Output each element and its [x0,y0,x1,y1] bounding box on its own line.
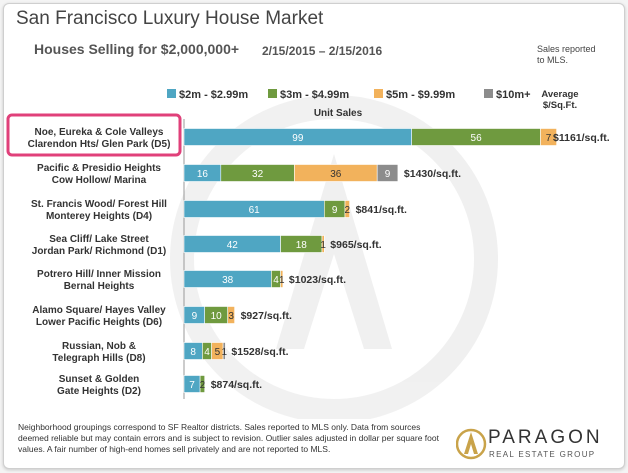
bar-segment-7-1 [199,375,206,393]
category-label-3-line-2: Jordan Park/ Richmond (D1) [32,246,166,257]
category-label-5-line-2: Lower Pacific Heights (D6) [36,317,162,328]
legend-swatch-2 [374,89,383,98]
category-label-0-line-1: Noe, Eureka & Cole Valleys [35,127,164,138]
paragon-logo-icon [456,428,487,460]
sales-note: Sales reported to MLS. [537,44,596,65]
category-label-6-line-2: Telegraph Hills (D8) [52,353,145,364]
legend-label-2: $5m - $9.99m [386,89,455,101]
bar-label-4-2: 1 [279,275,285,286]
avg-value-4: $1023/sq.ft. [289,274,346,286]
legend-label-3: $10m+ [496,89,531,101]
avg-value-1: $1430/sq.ft. [404,168,461,180]
legend-swatch-0 [167,89,176,98]
category-label-1-line-2: Cow Hollow/ Marina [52,175,147,186]
bar-label-6-3: 1 [221,347,227,358]
footnote: Neighborhood groupings correspond to SF … [18,422,439,454]
bar-label-0-2: 7 [546,133,552,144]
category-label-7-line-2: Gate Heights (D2) [57,386,141,397]
bar-label-1-3: 9 [385,169,391,180]
bar-segment-2-2 [344,200,350,218]
category-label-0-line-2: Clarendon Hts/ Glen Park (D5) [28,139,171,150]
bar-segment-5-2 [227,306,235,324]
chart-title: San Francisco Luxury House Market [16,8,324,29]
date-range: 2/15/2015 – 2/15/2016 [262,44,383,58]
watermark-ring [170,95,498,419]
avg-value-2: $841/sq.ft. [356,204,407,216]
chart-card: San Francisco Luxury House Market Houses… [3,3,625,469]
bar-label-1-0: 16 [197,169,209,180]
legend-swatch-1 [268,89,277,98]
bar-label-6-2: 5 [215,347,221,358]
bar-label-0-0: 99 [292,133,304,144]
category-label-4-line-2: Bernal Heights [64,281,135,292]
bar-chart: $2m - $2.99m $3m - $4.99m $5m - $9.99m $10m… [6,89,610,419]
legend-swatch-3 [484,89,493,98]
avg-value-0: $1161/sq.ft. [553,132,610,144]
avg-value-5: $927/sq.ft. [241,310,292,322]
bar-label-7-0: 7 [189,380,195,391]
bar-label-7-1: 2 [200,380,206,391]
bar-label-2-0: 61 [249,205,261,216]
bar-label-3-2: 1 [320,240,326,251]
avg-value-7: $874/sq.ft. [211,379,262,391]
highlight-box [6,113,182,157]
watermark-logo-icon [170,95,498,419]
bar-label-6-0: 8 [190,347,196,358]
category-label-2-line-1: St. Francis Wood/ Forest Hill [31,199,167,210]
logo-name: PARAGON [488,427,603,448]
bar-label-2-2: 2 [345,205,351,216]
chart-subtitle: Houses Selling for $2,000,000+ [34,41,240,57]
category-label-7-line-1: Sunset & Golden [59,374,140,385]
avg-value-3: $965/sq.ft. [330,239,381,251]
bar-label-0-1: 56 [471,133,483,144]
legend-label-1: $3m - $4.99m [280,89,349,101]
category-label-5-line-1: Alamo Square/ Hayes Valley [32,305,166,316]
avg-header-line-1: Average [541,89,578,100]
bar-segment-4-2 [280,270,284,288]
category-label-2-line-2: Monterey Heights (D4) [46,211,152,222]
x-axis-label: Unit Sales [314,108,363,119]
bar-label-1-1: 32 [252,169,264,180]
bar-label-6-1: 4 [204,347,210,358]
watermark-mark [276,154,392,349]
bar-label-5-2: 3 [228,311,234,322]
avg-value-6: $1528/sq.ft. [231,346,288,358]
bar-segment-1-3 [376,164,399,182]
bar-label-5-0: 9 [192,311,198,322]
bar-segment-3-2 [321,235,325,253]
category-label-3-line-1: Sea Cliff/ Lake Street [49,234,149,245]
bar-label-4-0: 38 [222,275,234,286]
bar-label-4-1: 4 [273,275,279,286]
bar-label-2-1: 9 [332,205,338,216]
category-label-6-line-1: Russian, Nob & [62,341,136,352]
bar-label-3-0: 42 [227,240,239,251]
legend-label-0: $2m - $2.99m [179,89,248,101]
bar-segment-6-3 [222,342,226,360]
bar-label-1-2: 36 [330,169,342,180]
category-label-1-line-1: Pacific & Presidio Heights [37,163,161,174]
category-label-4-line-1: Potrero Hill/ Inner Mission [37,269,161,280]
bar-label-5-1: 10 [211,311,223,322]
logo-subtitle: REAL ESTATE GROUP [489,450,596,459]
bar-label-3-1: 18 [296,240,308,251]
avg-header-line-2: $/Sq.Ft. [543,100,577,111]
bar-segment-0-2 [540,128,557,146]
